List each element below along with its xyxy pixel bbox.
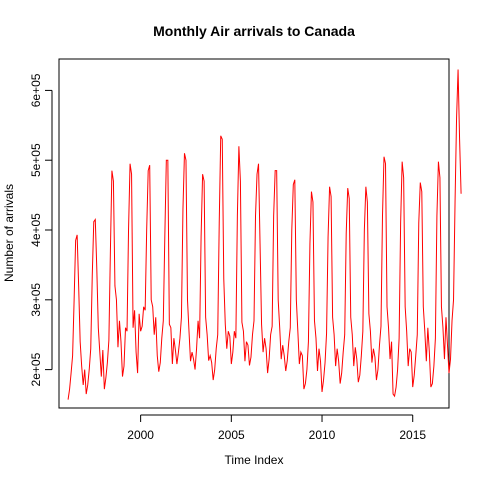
y-tick-label: 5e+05	[29, 143, 43, 177]
y-tick-label: 3e+05	[29, 283, 43, 317]
series-line-0	[68, 69, 461, 399]
x-tick-label: 2010	[309, 428, 336, 442]
y-axis-label: Number of arrivals	[2, 184, 16, 282]
y-axis: 2e+05 3e+05 4e+05 5e+05 6e+05	[29, 73, 52, 386]
y-tick-label: 2e+05	[29, 352, 43, 386]
x-axis-label: Time Index	[225, 453, 284, 467]
y-tick-label: 4e+05	[29, 213, 43, 247]
x-tick-label: 2005	[218, 428, 245, 442]
y-tick-label: 6e+05	[29, 73, 43, 107]
x-tick-label: 2000	[127, 428, 154, 442]
plot-area	[59, 59, 461, 408]
chart-title: Monthly Air arrivals to Canada	[153, 23, 355, 39]
x-axis: 2000 2005 2010 2015	[127, 415, 426, 442]
x-tick-label: 2015	[399, 428, 426, 442]
